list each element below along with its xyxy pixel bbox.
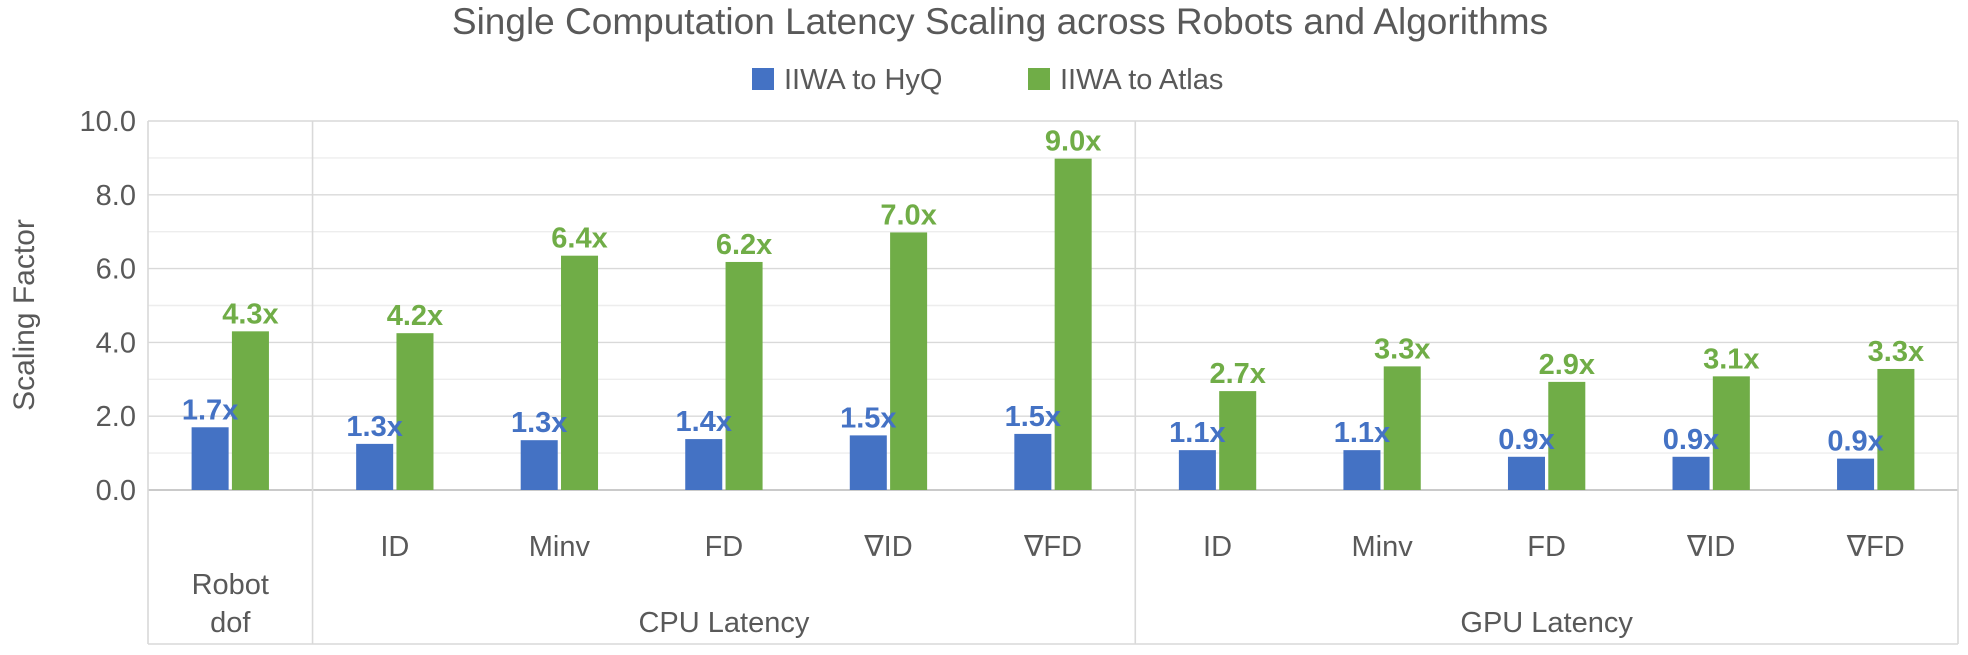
category-label-grad-fd: ∇FD [1023, 531, 1082, 563]
chart-title: Single Computation Latency Scaling acros… [452, 1, 1548, 42]
data-label-iiwa-to-atlas: 3.1x [1703, 343, 1759, 375]
bar-iiwa-to-hyq-cpu-latency-grad-id [849, 435, 887, 490]
category-label-fd: FD [705, 531, 744, 563]
bar-iiwa-to-hyq-gpu-latency-fd [1507, 456, 1545, 490]
y-axis-title: Scaling Factor [8, 219, 41, 411]
bar-iiwa-to-hyq-gpu-latency-grad-id [1672, 456, 1710, 490]
legend-swatch-iiwa-to-hyq [752, 68, 774, 90]
bar-iiwa-to-atlas-gpu-latency-grad-fd [1877, 368, 1915, 490]
bar-iiwa-to-atlas-gpu-latency-grad-id [1712, 376, 1750, 490]
category-label-grad-id: ∇ID [863, 531, 912, 563]
legend-swatch-iiwa-to-atlas [1028, 68, 1050, 90]
bar-iiwa-to-atlas-gpu-latency-fd [1548, 381, 1586, 490]
bars [191, 158, 1915, 491]
legend-label-iiwa-to-hyq: IIWA to HyQ [784, 64, 942, 96]
data-label-iiwa-to-hyq: 0.9x [1827, 426, 1883, 458]
y-tick-label: 0.0 [96, 475, 136, 507]
group-label-robot-dof: dof [210, 607, 251, 639]
bar-iiwa-to-atlas-gpu-latency-id [1219, 391, 1257, 490]
data-label-iiwa-to-hyq: 0.9x [1663, 424, 1719, 456]
bar-iiwa-to-atlas-cpu-latency-fd [725, 261, 763, 490]
y-tick-label: 2.0 [96, 401, 136, 433]
data-label-iiwa-to-hyq: 1.5x [1005, 401, 1061, 433]
data-label-iiwa-to-hyq: 1.3x [511, 407, 567, 439]
data-label-iiwa-to-atlas: 4.3x [222, 298, 278, 330]
data-label-iiwa-to-atlas: 9.0x [1045, 126, 1101, 158]
bar-iiwa-to-atlas-gpu-latency-minv [1383, 366, 1421, 490]
gridlines [148, 120, 1958, 491]
data-label-iiwa-to-atlas: 3.3x [1868, 336, 1924, 368]
data-label-iiwa-to-hyq: 1.7x [182, 394, 238, 426]
bar-iiwa-to-hyq-cpu-latency-fd [685, 439, 723, 490]
category-label-id: ID [1203, 531, 1232, 563]
category-label-grad-id: ∇ID [1686, 531, 1735, 563]
bar-iiwa-to-atlas-cpu-latency-grad-fd [1054, 158, 1092, 490]
bar-iiwa-to-hyq-cpu-latency-minv [520, 440, 558, 490]
data-label-iiwa-to-atlas: 2.7x [1209, 358, 1265, 390]
category-label-fd: FD [1527, 531, 1566, 563]
bar-iiwa-to-hyq-cpu-latency-grad-fd [1014, 433, 1052, 490]
data-label-iiwa-to-atlas: 4.2x [387, 300, 443, 332]
bar-iiwa-to-atlas-robot-dof-dof [231, 331, 269, 490]
bar-iiwa-to-hyq-gpu-latency-minv [1343, 450, 1381, 490]
data-label-iiwa-to-atlas: 2.9x [1539, 349, 1595, 381]
data-labels: 1.7x 4.3x 1.3x 4.2x 1.3x 6.4x 1.4x 6.2x 1.5x 7.0x… [182, 126, 1924, 458]
category-label-id: ID [380, 531, 409, 563]
category-label-minv: Minv [529, 531, 591, 563]
data-label-iiwa-to-hyq: 1.1x [1169, 417, 1225, 449]
category-label-grad-fd: ∇FD [1846, 531, 1905, 563]
group-label-cpu-latency: CPU Latency [638, 607, 809, 639]
data-label-iiwa-to-atlas: 6.4x [551, 223, 607, 255]
legend: IIWA to HyQ IIWA to Atlas [752, 64, 1223, 96]
data-label-iiwa-to-atlas: 6.2x [716, 229, 772, 261]
legend-label-iiwa-to-atlas: IIWA to Atlas [1060, 64, 1223, 96]
y-tick-label: 8.0 [96, 180, 136, 212]
bar-iiwa-to-hyq-gpu-latency-id [1178, 450, 1216, 490]
y-tick-label: 4.0 [96, 327, 136, 359]
data-label-iiwa-to-hyq: 1.3x [346, 411, 402, 443]
bar-iiwa-to-atlas-cpu-latency-id [396, 333, 434, 490]
category-axis: Robot dof CPU Latency ID Minv FD ∇ID ∇FD GPU Lat… [147, 121, 1959, 645]
y-tick-label: 6.0 [96, 254, 136, 286]
bar-iiwa-to-hyq-robot-dof-dof [191, 427, 229, 490]
data-label-iiwa-to-hyq: 0.9x [1498, 424, 1554, 456]
data-label-iiwa-to-atlas: 3.3x [1374, 333, 1430, 365]
group-label-gpu-latency: GPU Latency [1460, 607, 1633, 639]
bar-iiwa-to-hyq-cpu-latency-id [356, 443, 394, 490]
group-label-robot-dof: Robot [192, 569, 269, 601]
category-label-minv: Minv [1351, 531, 1413, 563]
bar-iiwa-to-hyq-gpu-latency-grad-fd [1837, 458, 1875, 490]
data-label-iiwa-to-hyq: 1.5x [840, 402, 896, 434]
data-label-iiwa-to-hyq: 1.1x [1334, 417, 1390, 449]
bar-iiwa-to-atlas-cpu-latency-grad-id [890, 232, 928, 491]
axes: 0.0 2.0 4.0 6.0 8.0 10.0 [80, 106, 1958, 507]
data-label-iiwa-to-atlas: 7.0x [880, 199, 936, 231]
y-tick-label: 10.0 [80, 106, 136, 138]
bar-iiwa-to-atlas-cpu-latency-minv [561, 255, 599, 490]
data-label-iiwa-to-hyq: 1.4x [676, 406, 732, 438]
